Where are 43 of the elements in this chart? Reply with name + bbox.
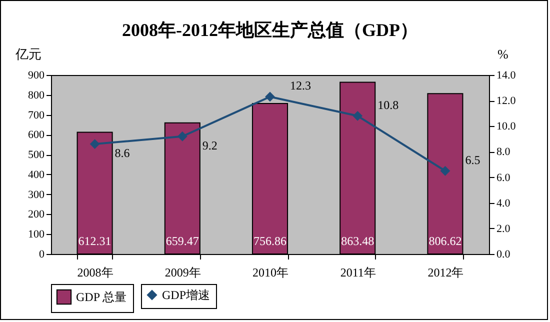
x-tick-label: 2008年 — [77, 266, 114, 280]
y2-tick-label: 0.0 — [496, 248, 511, 260]
y-tick-label: 0 — [39, 248, 45, 260]
y2-tick-label: 6.0 — [496, 172, 511, 184]
legend-label: GDP增速 — [162, 288, 210, 302]
x-tick-label: 2012年 — [428, 266, 464, 280]
y2-tick-label: 4.0 — [496, 197, 511, 210]
y-tick-label: 900 — [28, 70, 45, 82]
data-label: 9.2 — [202, 138, 218, 152]
legend-label: GDP 总量 — [76, 290, 127, 304]
y2-tick-label: 10.0 — [496, 120, 516, 133]
y-tick-label: 200 — [28, 208, 45, 221]
x-tick-label: 2011年 — [340, 266, 376, 280]
point — [90, 140, 100, 149]
y2-tick-label: 14.0 — [496, 70, 516, 82]
y2-tick-label: 2.0 — [496, 222, 511, 235]
x-tick-label: 2009年 — [164, 266, 201, 280]
data-label: 612.31 — [78, 234, 112, 248]
y-axis-title: 亿元 — [14, 46, 42, 62]
y2-axis-title: % — [498, 46, 508, 62]
chart-title: 2008年-2012年地区生产总值（GDP） — [122, 20, 418, 40]
y-tick-label: 400 — [28, 168, 45, 181]
data-label: 8.6 — [114, 146, 130, 160]
y-tick-label: 600 — [28, 129, 45, 142]
y2-tick-label: 12.0 — [496, 95, 516, 108]
point — [440, 166, 450, 176]
point — [353, 111, 362, 120]
y-tick-label: 300 — [28, 188, 45, 201]
data-label: 6.5 — [465, 152, 480, 167]
y-tick-label: 700 — [28, 109, 45, 122]
point — [265, 92, 275, 102]
y-tick-label: 500 — [28, 149, 45, 162]
data-label: 863.48 — [341, 234, 374, 248]
x-tick-label: 2010年 — [252, 266, 288, 280]
y-tick-label: 800 — [28, 89, 45, 102]
data-label: 806.62 — [428, 234, 462, 248]
point — [178, 132, 187, 141]
data-label: 12.3 — [290, 78, 311, 93]
data-label: 10.8 — [378, 98, 399, 112]
y2-tick-label: 8.0 — [496, 146, 511, 158]
y-tick-label: 100 — [28, 228, 45, 241]
data-label: 756.86 — [254, 234, 286, 248]
data-label: 659.47 — [166, 234, 199, 248]
